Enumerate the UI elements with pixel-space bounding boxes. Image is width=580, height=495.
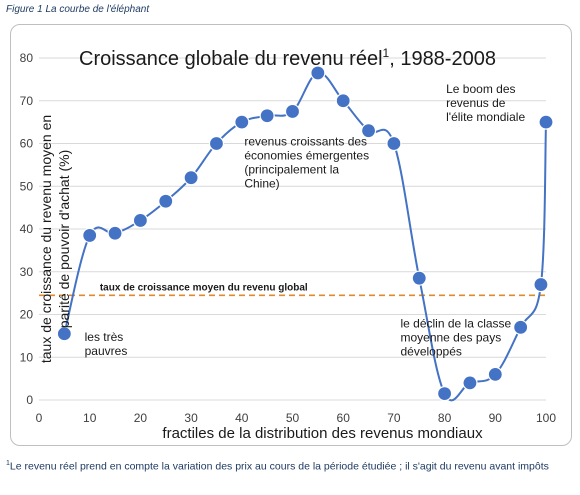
annotation-3-line-2: développés bbox=[400, 344, 461, 358]
annotation-3-line-0: le déclin de la classe bbox=[400, 316, 511, 330]
y-tick-70: 70 bbox=[20, 94, 34, 108]
figure-caption: Figure 1 La courbe de l'éléphant bbox=[6, 4, 150, 15]
x-tick-labels: 0 10 20 30 40 50 60 70 80 90 100 bbox=[36, 411, 557, 425]
title-suffix: , 1988-2008 bbox=[389, 48, 496, 70]
data-point-7 bbox=[234, 114, 250, 130]
annotations: les très pauvres revenus croissants des éco… bbox=[85, 82, 526, 358]
annotation-0: les très pauvres bbox=[85, 330, 128, 358]
annotation-2-line-2: l'élite mondiale bbox=[446, 110, 525, 124]
data-point-9 bbox=[284, 103, 301, 120]
y-tick-50: 50 bbox=[20, 179, 34, 193]
data-point-0 bbox=[56, 326, 72, 342]
reference-line-label: taux de croissance moyen du revenu globa… bbox=[100, 282, 308, 293]
data-point-12 bbox=[360, 123, 377, 139]
footnote-text: Le revenu réel prend en compte la variat… bbox=[9, 460, 549, 473]
y-tick-60: 60 bbox=[20, 137, 34, 151]
data-point-15 bbox=[437, 385, 453, 402]
data-point-2 bbox=[107, 225, 123, 241]
data-point-20 bbox=[538, 114, 554, 130]
annotation-1-line-0: revenus croissants des bbox=[244, 135, 367, 149]
data-points bbox=[56, 65, 554, 402]
data-point-19 bbox=[533, 276, 549, 293]
annotation-2-line-0: Le boom des bbox=[446, 82, 515, 96]
x-axis-label: fractiles de la distribution des revenus… bbox=[162, 425, 483, 442]
annotation-0-line-1: pauvres bbox=[85, 344, 128, 358]
data-point-1 bbox=[82, 227, 98, 244]
x-tick-90: 90 bbox=[489, 411, 503, 425]
y-tick-10: 10 bbox=[20, 350, 34, 364]
y-tick-40: 40 bbox=[20, 222, 34, 236]
annotation-1-line-3: Chine) bbox=[244, 177, 279, 191]
x-tick-20: 20 bbox=[134, 411, 148, 425]
y-tick-0: 0 bbox=[26, 393, 33, 407]
x-tick-60: 60 bbox=[337, 411, 351, 425]
chart-frame: 0 10 20 30 40 50 60 70 80 0 10 20 30 40 50 60 70 80 90 100… bbox=[10, 24, 572, 446]
data-point-17 bbox=[487, 366, 503, 382]
y-tick-labels: 0 10 20 30 40 50 60 70 80 bbox=[20, 51, 34, 407]
annotation-1-line-2: (principalement la bbox=[244, 163, 339, 177]
y-axis-label-line2: parité de pouvoir d'achat (%) bbox=[56, 150, 72, 329]
data-point-18 bbox=[513, 319, 529, 335]
x-tick-70: 70 bbox=[387, 411, 401, 425]
data-point-14 bbox=[411, 270, 427, 286]
data-point-4 bbox=[158, 193, 174, 209]
data-point-13 bbox=[386, 135, 402, 152]
data-point-5 bbox=[183, 170, 199, 186]
annotation-2-line-1: revenus de bbox=[446, 96, 506, 110]
x-tick-10: 10 bbox=[83, 411, 97, 425]
x-tick-40: 40 bbox=[235, 411, 249, 425]
y-axis-label-line1: taux de croissance du revenu moyen en bbox=[38, 115, 54, 363]
title-main: Croissance globale du revenu réel bbox=[79, 48, 383, 70]
y-tick-80: 80 bbox=[20, 51, 34, 65]
annotation-1: revenus croissants des économies émergent… bbox=[244, 135, 369, 191]
x-tick-80: 80 bbox=[438, 411, 452, 425]
annotation-1-line-1: économies émergentes bbox=[244, 149, 369, 163]
elephant-curve-chart: 0 10 20 30 40 50 60 70 80 0 10 20 30 40 50 60 70 80 90 100… bbox=[20, 46, 557, 442]
y-tick-20: 20 bbox=[20, 308, 34, 322]
annotation-0-line-0: les très bbox=[85, 330, 124, 344]
data-point-8 bbox=[259, 108, 275, 124]
annotation-2: Le boom des revenus de l'élite mondiale bbox=[446, 82, 525, 124]
x-tick-30: 30 bbox=[184, 411, 198, 425]
annotation-3-line-1: moyenne des pays bbox=[400, 330, 501, 344]
title-superscript: 1 bbox=[383, 46, 390, 60]
y-tick-30: 30 bbox=[20, 265, 34, 279]
data-point-3 bbox=[132, 212, 148, 229]
x-tick-0: 0 bbox=[36, 411, 43, 425]
data-point-6 bbox=[208, 135, 225, 152]
footnote: 1Le revenu réel prend en compte la varia… bbox=[6, 456, 571, 475]
x-tick-100: 100 bbox=[536, 411, 556, 425]
x-tick-50: 50 bbox=[286, 411, 300, 425]
data-point-11 bbox=[335, 93, 351, 109]
footnote-marker: 1 bbox=[6, 460, 10, 467]
data-point-10 bbox=[310, 65, 326, 81]
annotation-3: le déclin de la classe moyenne des pays dé… bbox=[400, 316, 511, 358]
chart-title: Croissance globale du revenu réel1, 1988… bbox=[79, 46, 496, 70]
data-point-16 bbox=[462, 375, 478, 391]
